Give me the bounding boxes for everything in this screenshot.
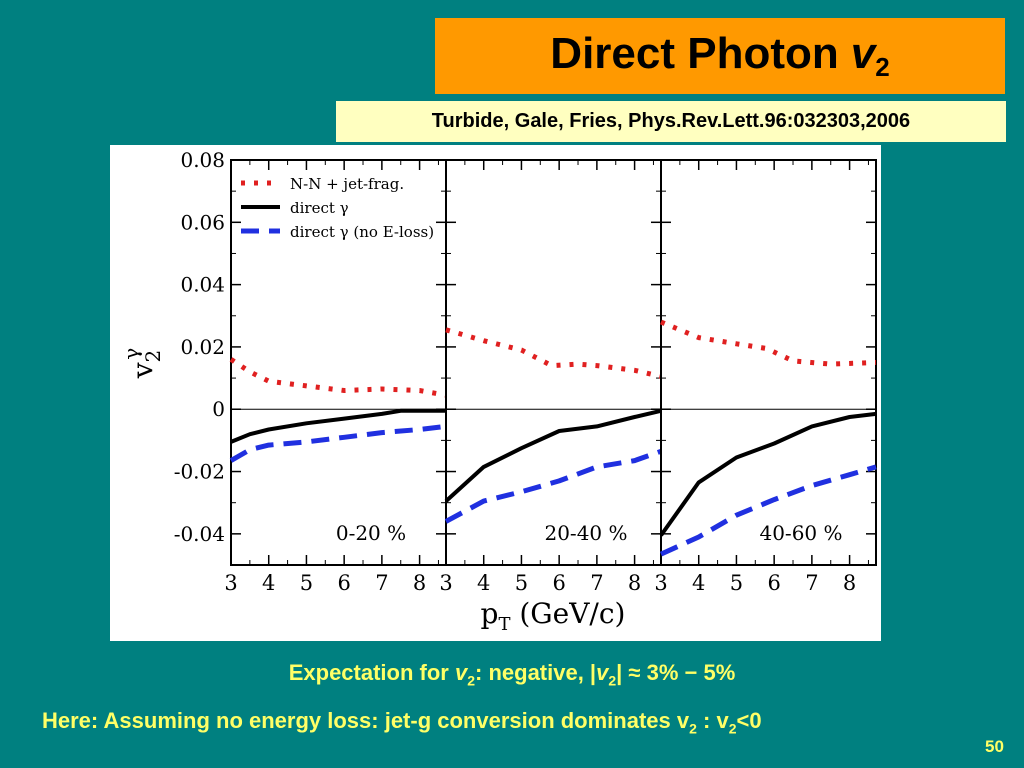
- ytick-label: -0.04: [174, 522, 225, 546]
- xtick-label: 4: [477, 571, 490, 595]
- series-dotted-panel-1: [229, 357, 447, 398]
- reference-box: Turbide, Gale, Fries, Phys.Rev.Lett.96:0…: [336, 101, 1006, 142]
- xtick-label: 5: [300, 571, 313, 595]
- ytick-label: 0.06: [180, 210, 225, 234]
- ytick-label: 0.02: [180, 335, 225, 359]
- expectation-sub: 2: [467, 672, 476, 689]
- expectation-prefix: Expectation for: [288, 660, 455, 685]
- xtick-label: 5: [515, 571, 528, 595]
- reference-text: Turbide, Gale, Fries, Phys.Rev.Lett.96:0…: [431, 110, 911, 132]
- title-var: v: [850, 29, 876, 78]
- assumption-sub2: 2: [728, 720, 737, 737]
- title-variable: v2: [850, 29, 890, 82]
- xtick-label: 3: [439, 571, 452, 595]
- xtick-label: 3: [224, 571, 237, 595]
- title-main: Direct Photon: [550, 29, 839, 78]
- x-axis-label-sub: T: [498, 614, 510, 635]
- legend-label-solid: direct γ: [290, 199, 349, 217]
- y-axis-label-sub: 2: [141, 350, 165, 363]
- ytick-label: 0: [212, 397, 225, 421]
- series-dotted-panel-2: [445, 327, 662, 379]
- series-solid-panel-2: [444, 408, 662, 503]
- series-solid-panel-3: [659, 411, 877, 537]
- chart-svg: 3 4 5 6 7 80-20 %3 4 5 6 7 820-40 %3 4 5 6 7 840-60 %0.…: [119, 148, 877, 635]
- expectation-line: Expectation for v2: negative, |v2| ≈ 3% …: [0, 660, 1024, 688]
- y-axis-label: v2γ: [119, 348, 165, 380]
- x-axis-label-var: p: [481, 597, 499, 630]
- assumption-sub1: 2: [689, 720, 697, 737]
- ytick-label: -0.02: [174, 460, 225, 484]
- expectation-mid: : negative, |: [475, 660, 597, 685]
- title-sub: 2: [875, 52, 890, 82]
- y-axis-label-sup: γ: [119, 348, 143, 360]
- xtick-label: 6: [552, 571, 565, 595]
- expectation-abs-var: v: [596, 660, 609, 685]
- xtick-label: 4: [692, 571, 705, 595]
- series-solid-panel-1: [230, 408, 446, 444]
- panel-label-2: 20-40 %: [544, 521, 627, 545]
- series-dashed-panel-3: [659, 464, 877, 557]
- legend-label-dotted: N-N + jet-frag.: [290, 175, 404, 193]
- slide-title-box: Direct Photon v2: [435, 18, 1005, 94]
- xtick-label: 7: [375, 571, 388, 595]
- panel-label-1: 0-20 %: [336, 521, 406, 545]
- xtick-label: 6: [767, 571, 780, 595]
- x-axis-label-unit: (GeV/c): [510, 597, 625, 630]
- xtick-label: 5: [730, 571, 743, 595]
- assumption-line: Here: Assuming no energy loss: jet-g con…: [42, 708, 762, 736]
- panel-frame-1: [230, 159, 447, 566]
- chart-figure: 3 4 5 6 7 8 0-20 % 3 4 5 6 7 8 20-40 % 3 4 5 6 7 8 40-60 % 0.…: [110, 145, 881, 641]
- expectation-var: v: [454, 660, 468, 685]
- series-dotted-panel-3: [660, 319, 877, 367]
- panel-label-3: 40-60 %: [759, 521, 842, 545]
- xtick-label: 8: [628, 571, 641, 595]
- xtick-label: 8: [413, 571, 426, 595]
- series-dashed-panel-2: [444, 448, 662, 524]
- ytick-label: 0.04: [180, 273, 225, 297]
- page-number: 50: [985, 737, 1004, 756]
- slide-title: Direct Photon v2: [550, 29, 889, 83]
- x-axis-label: pT (GeV/c): [481, 597, 626, 635]
- xtick-label: 6: [337, 571, 350, 595]
- expectation-abs-sub: 2: [608, 672, 617, 689]
- assumption-end: <0: [736, 708, 762, 733]
- y-axis-label-var: v: [126, 362, 159, 379]
- expectation-tail: | ≈ 3% − 5%: [616, 660, 736, 685]
- assumption-mid: : v: [696, 708, 729, 733]
- xtick-label: 7: [590, 571, 603, 595]
- xtick-label: 8: [843, 571, 856, 595]
- series-dashed-panel-1: [229, 423, 447, 463]
- xtick-label: 7: [805, 571, 818, 595]
- xtick-label: 3: [654, 571, 667, 595]
- ytick-label: 0.08: [180, 148, 225, 172]
- xtick-label: 4: [262, 571, 275, 595]
- assumption-text: Here: Assuming no energy loss: jet-g con…: [42, 708, 690, 733]
- legend-label-dashed: direct γ (no E-loss): [290, 223, 434, 241]
